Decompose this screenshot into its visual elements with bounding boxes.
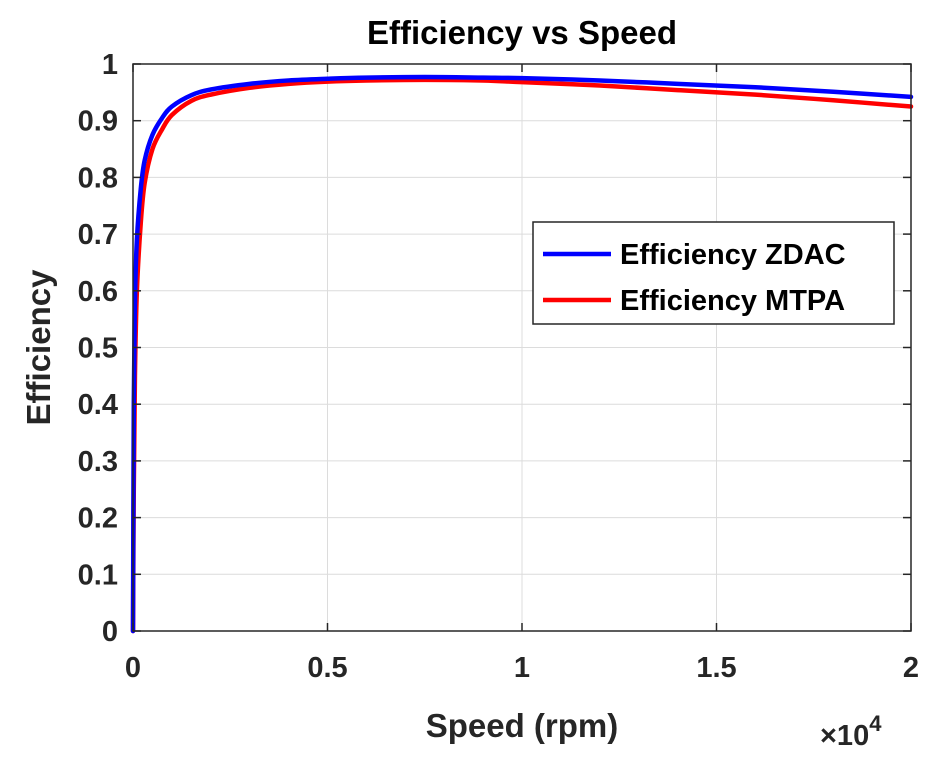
legend-label-efficiency-zdac: Efficiency ZDAC [620, 239, 846, 271]
y-axis-label: Efficiency [20, 269, 57, 426]
y-tick-label: 1 [102, 49, 118, 81]
series-line-efficiency-zdac [130, 74, 914, 634]
y-tick-label: 0.4 [78, 389, 118, 421]
y-tick-label: 0 [102, 616, 118, 648]
y-tick-label: 0.5 [78, 333, 118, 365]
y-tick-label: 0.1 [78, 559, 118, 591]
legend-box [532, 221, 895, 325]
y-tick-label: 0.8 [78, 162, 118, 194]
x-exponent-power: 4 [869, 711, 882, 736]
x-tick-label: 2 [903, 652, 919, 684]
x-tick-label: 0.5 [307, 652, 347, 684]
x-tick-label: 1.5 [696, 652, 736, 684]
y-tick-label: 0.2 [78, 503, 118, 535]
x-axis-label: Speed (rpm) [426, 707, 619, 744]
y-tick-label: 0.3 [78, 446, 118, 478]
legend-label-efficiency-mtpa: Efficiency MTPA [620, 285, 845, 317]
x-tick-label: 1 [514, 652, 530, 684]
x-tick-label: 0 [125, 652, 141, 684]
grid [132, 63, 912, 632]
legend: Efficiency ZDAC Efficiency MTPA [532, 221, 895, 325]
ticks: 0 0.5 1 1.5 2 0 0.1 0.2 0.3 0.4 0.5 0.6 0.7 0.8 0.9 1 [78, 49, 919, 684]
y-tick-label: 0.9 [78, 106, 118, 138]
y-tick-label: 0.7 [78, 219, 118, 251]
x-exponent-base: ×10 [820, 720, 869, 752]
chart-title: Efficiency vs Speed [367, 14, 677, 51]
y-tick-label: 0.6 [78, 276, 118, 308]
x-axis-exponent: ×104 [820, 711, 882, 752]
